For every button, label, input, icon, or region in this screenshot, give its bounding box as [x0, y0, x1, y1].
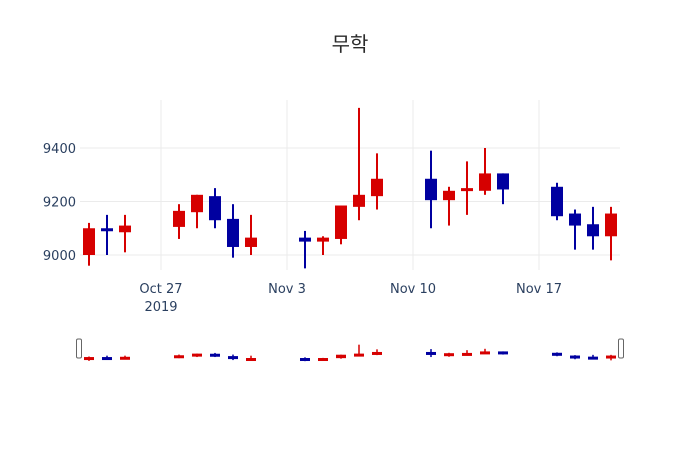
- slider-candle: [192, 353, 202, 358]
- candle-body: [101, 228, 113, 232]
- candle[interactable]: [101, 214, 113, 255]
- slider-candle: [84, 356, 94, 361]
- candle-body: [551, 186, 563, 217]
- gridlines: [80, 100, 620, 270]
- candle-body: [209, 196, 221, 221]
- candle-body: [227, 218, 239, 247]
- candle-body: [371, 178, 383, 197]
- candle[interactable]: [353, 107, 365, 221]
- slider-candle: [606, 354, 616, 361]
- slider-candle: [174, 354, 184, 359]
- candle-body: [83, 228, 95, 255]
- y-tick-label: 9200: [43, 196, 76, 211]
- candle[interactable]: [443, 186, 455, 226]
- candle[interactable]: [119, 214, 131, 253]
- candle[interactable]: [497, 173, 509, 205]
- candle-body: [443, 190, 455, 201]
- slider-candle: [120, 355, 130, 360]
- x-tick-label: Nov 3: [268, 282, 306, 297]
- candle-body: [479, 173, 491, 191]
- chart-title: 무학: [331, 32, 369, 56]
- candle-body: [317, 237, 329, 242]
- candle[interactable]: [479, 148, 491, 195]
- candle-body: [245, 237, 257, 247]
- y-tick-label: 9400: [43, 142, 76, 157]
- x-tick-year-label: 2019: [144, 300, 177, 315]
- candle[interactable]: [245, 214, 257, 255]
- candle-body: [299, 237, 311, 242]
- slider-candle: [552, 352, 562, 357]
- y-tick-label: 9000: [43, 249, 76, 264]
- candle[interactable]: [299, 230, 311, 269]
- candle-body: [587, 224, 599, 237]
- slider-candle: [246, 355, 256, 362]
- candle-body: [191, 194, 203, 213]
- range-slider-left-handle[interactable]: [76, 338, 82, 359]
- candle[interactable]: [209, 188, 221, 229]
- slider-candle: [480, 348, 490, 355]
- slider-candle: [318, 357, 328, 362]
- candle-body: [425, 178, 437, 201]
- candle[interactable]: [191, 194, 203, 229]
- x-tick-label: Oct 27: [139, 282, 182, 297]
- candle[interactable]: [371, 153, 383, 210]
- slider-candle: [462, 350, 472, 356]
- candle-body: [335, 205, 347, 239]
- slider-candle: [588, 354, 598, 360]
- slider-candle: [102, 355, 112, 361]
- x-tick-label: Nov 17: [516, 282, 562, 297]
- candle[interactable]: [551, 182, 563, 221]
- slider-candle: [498, 351, 508, 355]
- candle-body: [461, 188, 473, 192]
- candle[interactable]: [569, 209, 581, 250]
- candle[interactable]: [317, 236, 329, 255]
- slider-candle: [300, 357, 310, 362]
- candle[interactable]: [425, 150, 437, 229]
- candle[interactable]: [83, 222, 95, 266]
- main-plot-area[interactable]: [83, 107, 617, 269]
- slider-candle: [210, 352, 220, 358]
- y-axis: 9000 9200 9400: [43, 142, 76, 264]
- candle[interactable]: [605, 206, 617, 261]
- candle-body: [569, 213, 581, 226]
- slider-candle: [426, 349, 436, 358]
- candle-body: [353, 194, 365, 207]
- candle-body: [119, 225, 131, 233]
- candle-body: [605, 213, 617, 237]
- slider-candle: [336, 354, 346, 359]
- candle[interactable]: [227, 204, 239, 258]
- candle[interactable]: [335, 205, 347, 245]
- range-slider-right-handle[interactable]: [618, 338, 624, 359]
- candle[interactable]: [173, 204, 185, 239]
- slider-candle: [444, 352, 454, 357]
- x-axis: Oct 27 2019 Nov 3 Nov 10 Nov 17: [139, 282, 562, 315]
- slider-candle: [354, 344, 364, 357]
- candle-body: [173, 210, 185, 227]
- slider-candle: [228, 354, 238, 361]
- slider-candle: [570, 355, 580, 360]
- candle-body: [497, 173, 509, 190]
- range-slider[interactable]: [76, 338, 624, 362]
- candle[interactable]: [587, 206, 599, 250]
- x-tick-label: Nov 10: [390, 282, 436, 297]
- candle[interactable]: [461, 161, 473, 215]
- slider-candle: [372, 349, 382, 356]
